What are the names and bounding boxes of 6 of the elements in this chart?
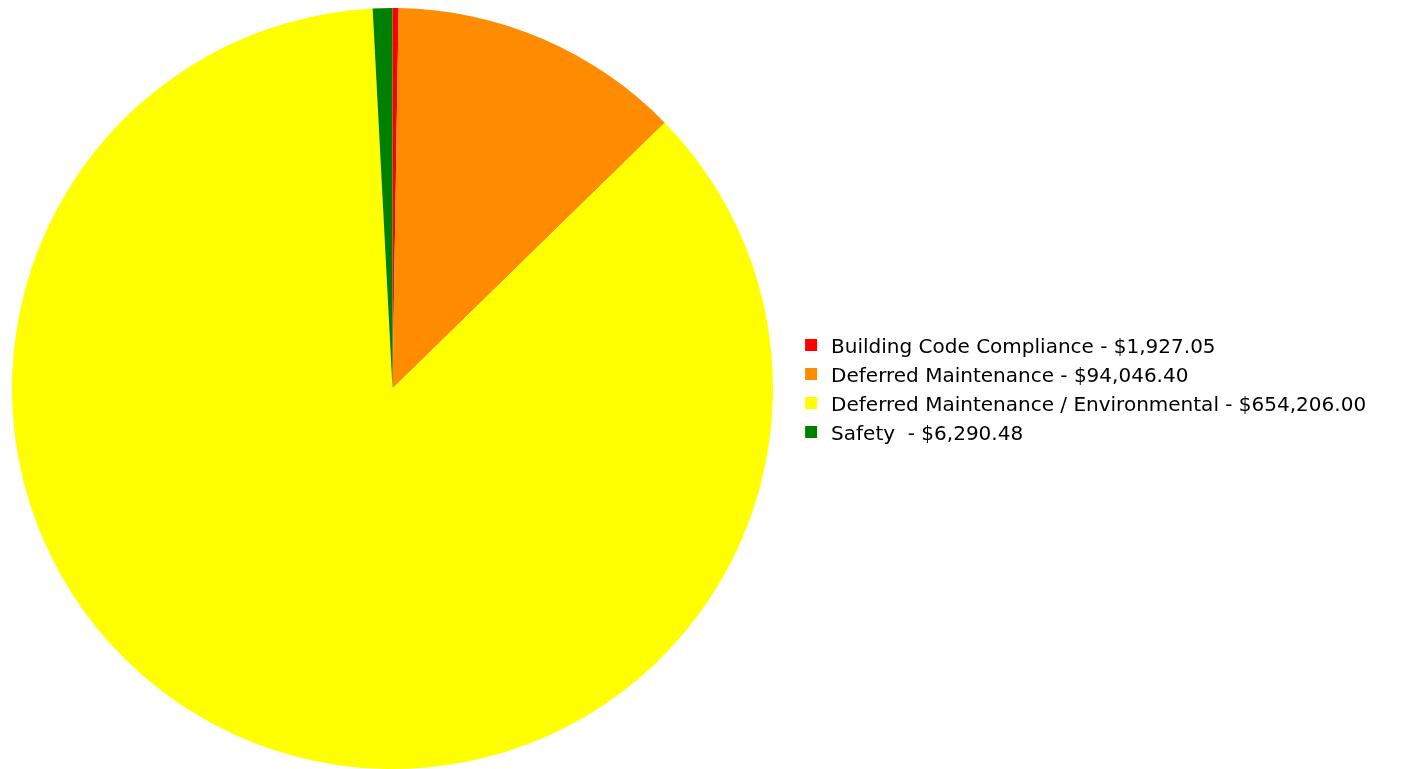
pie-slice	[12, 8, 773, 769]
legend-label: Building Code Compliance - $1,927.05	[831, 333, 1216, 358]
legend-label: Safety - $6,290.48	[831, 420, 1024, 445]
legend-label: Deferred Maintenance - $94,046.40	[831, 362, 1189, 387]
legend-label: Deferred Maintenance / Environmental - $654,206.00	[831, 391, 1367, 416]
pie-slice	[392, 8, 665, 389]
